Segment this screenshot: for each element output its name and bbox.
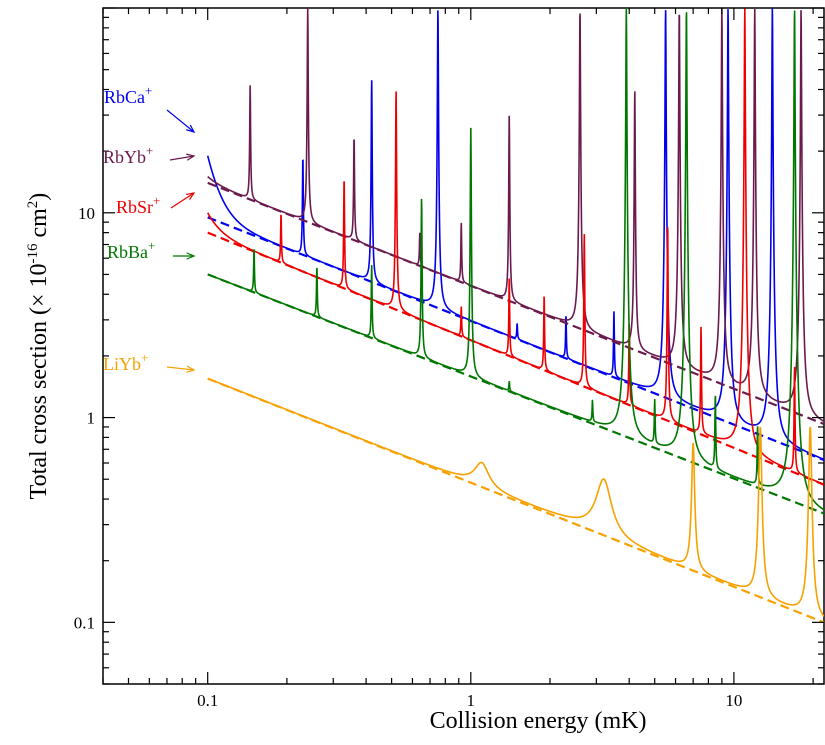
series-baseline-liyb bbox=[207, 377, 824, 624]
x-tick-label: 1 bbox=[467, 691, 476, 710]
series-arrowhead-rbsr bbox=[186, 192, 196, 200]
series-arrow-rbsr bbox=[170, 192, 195, 209]
series-curves bbox=[206, 8, 824, 624]
series-arrow-rbyb bbox=[169, 155, 195, 161]
series-label-rbba: RbBa+ bbox=[107, 238, 155, 262]
series-arrow-rbca bbox=[166, 109, 195, 133]
plot-frame bbox=[102, 7, 825, 685]
x-tick-label: 10 bbox=[725, 691, 742, 710]
series-curve-rbba bbox=[207, 8, 824, 511]
y-axis-title: Total cross section (× 10-16 cm2) bbox=[25, 193, 52, 500]
series-arrowhead-liyb bbox=[186, 365, 196, 373]
series-curve-rbyb bbox=[207, 8, 824, 423]
y-tick-label: 0.1 bbox=[74, 613, 95, 632]
x-tick-label: 0.1 bbox=[197, 691, 218, 710]
series-labels: RbCa+ RbYb+ RbSr+ RbBa+ LiYb+ bbox=[103, 83, 196, 374]
series-label-rbyb: RbYb+ bbox=[103, 143, 153, 167]
series-arrow-liyb bbox=[166, 366, 195, 371]
series-curve-rbsr bbox=[207, 8, 824, 486]
series-arrowhead-rbyb bbox=[186, 153, 196, 161]
series-label-rbsr: RbSr+ bbox=[116, 193, 160, 217]
series-curve-rbca bbox=[206, 8, 824, 461]
y-tick-label: 1 bbox=[87, 409, 96, 428]
y-tick-label: 10 bbox=[78, 204, 95, 223]
series-baseline-rbsr bbox=[207, 231, 824, 486]
series-arrowhead-rbba bbox=[186, 252, 196, 260]
series-curve-liyb bbox=[207, 377, 824, 617]
series-label-rbca: RbCa+ bbox=[104, 83, 152, 107]
series-baseline-rbca bbox=[207, 216, 824, 462]
series-arrowhead-rbca bbox=[186, 124, 196, 133]
x-axis-title: Collision energy (mK) bbox=[430, 708, 647, 734]
series-baseline-rbyb bbox=[207, 181, 824, 426]
axis-ticks: 0.1 1 10 0.1 1 10 bbox=[74, 7, 824, 710]
series-label-liyb: LiYb+ bbox=[103, 350, 148, 374]
